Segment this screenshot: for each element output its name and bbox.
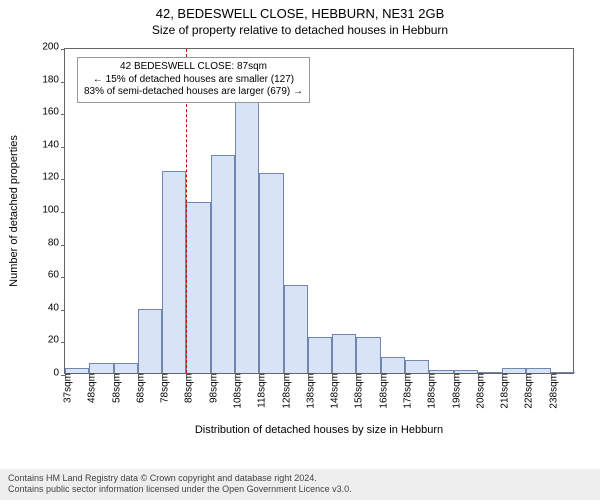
y-axis-title: Number of detached properties [8, 135, 20, 287]
x-tick-mark [138, 373, 139, 377]
x-tick-label: 218sqm [494, 373, 511, 409]
x-tick-label: 78sqm [154, 373, 171, 403]
y-tick-label: 20 [48, 335, 65, 346]
x-tick-label: 37sqm [57, 373, 74, 403]
y-tick-mark [61, 310, 65, 311]
y-tick-label: 40 [48, 302, 65, 313]
y-tick-label: 100 [42, 205, 65, 216]
y-tick-mark [61, 114, 65, 115]
x-tick-label: 158sqm [348, 373, 365, 409]
x-tick-label: 98sqm [202, 373, 219, 403]
page-title: 42, BEDESWELL CLOSE, HEBBURN, NE31 2GB [0, 6, 600, 21]
x-tick-label: 118sqm [251, 373, 268, 408]
histogram-bar [114, 363, 138, 373]
y-tick-label: 120 [42, 172, 65, 183]
x-tick-mark [332, 373, 333, 377]
x-tick-mark [478, 373, 479, 377]
histogram-bar [235, 101, 259, 373]
histogram-bar [308, 337, 332, 373]
chart-container: 02040608010012014016018020037sqm48sqm58s… [0, 42, 600, 450]
x-tick-label: 188sqm [421, 373, 438, 409]
x-tick-mark [356, 373, 357, 377]
x-tick-mark [114, 373, 115, 377]
y-tick-label: 200 [42, 42, 65, 53]
x-tick-label: 88sqm [178, 373, 195, 403]
footer: Contains HM Land Registry data © Crown c… [0, 469, 600, 500]
y-tick-mark [61, 212, 65, 213]
x-tick-label: 228sqm [518, 373, 535, 409]
x-tick-label: 128sqm [275, 373, 292, 409]
histogram-bar [259, 173, 283, 373]
x-tick-mark [308, 373, 309, 377]
y-tick-mark [61, 179, 65, 180]
x-tick-label: 48sqm [81, 373, 98, 403]
x-axis-title: Distribution of detached houses by size … [64, 424, 574, 436]
y-tick-label: 160 [42, 107, 65, 118]
y-tick-mark [61, 245, 65, 246]
plot-area: 02040608010012014016018020037sqm48sqm58s… [64, 48, 574, 374]
histogram-bar [162, 171, 186, 373]
page-subtitle: Size of property relative to detached ho… [0, 23, 600, 37]
histogram-bar [405, 360, 429, 373]
annotation-line: ← 15% of detached houses are smaller (12… [84, 74, 303, 87]
x-tick-mark [211, 373, 212, 377]
x-tick-label: 178sqm [397, 373, 414, 409]
x-tick-label: 198sqm [445, 373, 462, 409]
x-tick-label: 208sqm [469, 373, 486, 409]
x-tick-mark [526, 373, 527, 377]
x-tick-mark [405, 373, 406, 377]
histogram-bar [332, 334, 356, 373]
x-tick-mark [65, 373, 66, 377]
x-tick-label: 68sqm [129, 373, 146, 403]
annotation-line: 42 BEDESWELL CLOSE: 87sqm [84, 61, 303, 74]
x-tick-label: 138sqm [299, 373, 316, 409]
x-tick-mark [551, 373, 552, 377]
x-tick-mark [89, 373, 90, 377]
histogram-bar [356, 337, 380, 373]
x-tick-mark [235, 373, 236, 377]
x-tick-mark [259, 373, 260, 377]
histogram-bar [211, 155, 235, 373]
y-tick-label: 80 [48, 237, 65, 248]
x-tick-label: 238sqm [542, 373, 559, 409]
histogram-bar [284, 285, 308, 373]
histogram-bar [381, 357, 405, 373]
y-tick-mark [61, 82, 65, 83]
histogram-bar [89, 363, 113, 373]
annotation-line: 83% of semi-detached houses are larger (… [84, 86, 303, 99]
histogram-bar [186, 202, 210, 373]
y-tick-mark [61, 49, 65, 50]
histogram-bar [138, 309, 162, 373]
y-tick-label: 180 [42, 74, 65, 85]
x-tick-mark [186, 373, 187, 377]
x-tick-label: 58sqm [105, 373, 122, 403]
x-tick-label: 108sqm [227, 373, 244, 409]
x-tick-label: 148sqm [324, 373, 341, 409]
x-tick-mark [162, 373, 163, 377]
footer-line-2: Contains public sector information licen… [8, 484, 592, 496]
x-tick-mark [502, 373, 503, 377]
y-tick-mark [61, 277, 65, 278]
footer-line-1: Contains HM Land Registry data © Crown c… [8, 473, 592, 485]
annotation-box: 42 BEDESWELL CLOSE: 87sqm← 15% of detach… [77, 57, 310, 103]
y-tick-label: 140 [42, 139, 65, 150]
x-tick-label: 168sqm [372, 373, 389, 409]
x-tick-mark [381, 373, 382, 377]
x-tick-mark [284, 373, 285, 377]
x-tick-mark [454, 373, 455, 377]
y-tick-mark [61, 342, 65, 343]
y-tick-mark [61, 147, 65, 148]
x-tick-mark [429, 373, 430, 377]
y-tick-label: 60 [48, 270, 65, 281]
